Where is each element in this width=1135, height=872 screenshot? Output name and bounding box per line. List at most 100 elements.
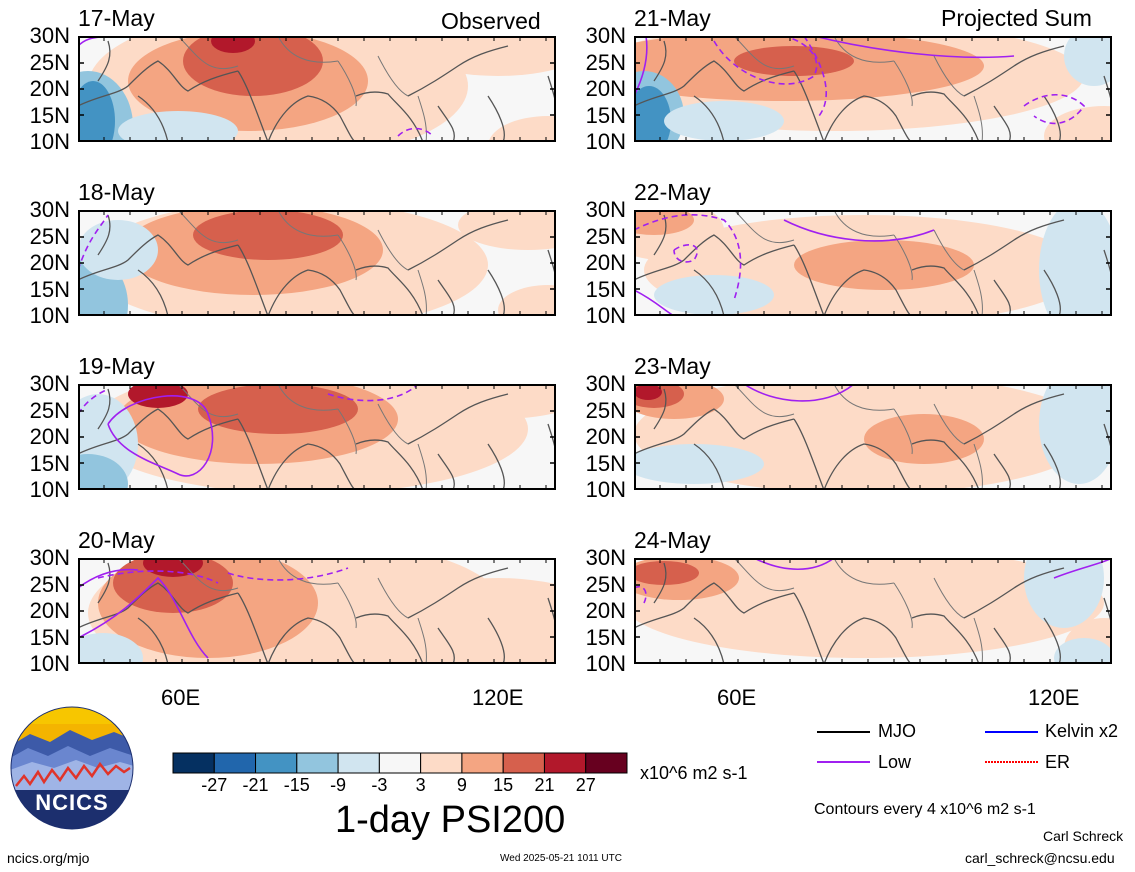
country-border bbox=[337, 234, 357, 281]
country-border bbox=[973, 617, 983, 664]
coastline bbox=[993, 453, 1011, 490]
coastline bbox=[963, 45, 1065, 97]
country-border bbox=[933, 229, 965, 271]
country-border bbox=[893, 582, 913, 629]
lat-label: 25N bbox=[585, 571, 626, 597]
shaded-anomaly bbox=[1024, 558, 1104, 628]
coastline bbox=[267, 617, 357, 664]
coastline bbox=[355, 613, 424, 664]
country-border bbox=[277, 210, 339, 237]
coastline bbox=[97, 388, 111, 430]
coastline bbox=[355, 265, 424, 316]
map-panel bbox=[634, 210, 1112, 316]
lat-label: 20N bbox=[29, 424, 70, 449]
coastline bbox=[793, 418, 825, 490]
coastline bbox=[237, 592, 269, 664]
country-border bbox=[377, 229, 409, 271]
coastline bbox=[407, 45, 509, 97]
panel-date-label: 21-May bbox=[634, 5, 711, 31]
coastline bbox=[437, 105, 455, 142]
lat-label: 30N bbox=[29, 197, 70, 222]
contour-line bbox=[803, 36, 827, 117]
legend-swatches-left bbox=[817, 731, 870, 763]
contour-line bbox=[813, 36, 1015, 59]
shaded-anomaly bbox=[128, 384, 188, 408]
lat-label: 15N bbox=[585, 450, 626, 476]
coastline bbox=[963, 393, 1065, 445]
legend-label-er: ER bbox=[1045, 752, 1071, 772]
observed-title: Observed bbox=[441, 8, 541, 34]
lat-label: 15N bbox=[29, 102, 70, 128]
contour-line bbox=[783, 219, 935, 242]
colorbar-swatch bbox=[255, 752, 298, 774]
footer-url[interactable]: ncics.org/mjo bbox=[7, 850, 90, 866]
shaded-anomaly bbox=[78, 81, 115, 142]
coastline bbox=[963, 567, 1065, 619]
shaded-anomaly bbox=[193, 210, 343, 260]
country-border bbox=[277, 384, 339, 411]
colorbar-tick-label: 3 bbox=[415, 775, 426, 795]
contour-line bbox=[753, 558, 835, 571]
shaded-anomaly bbox=[78, 220, 158, 280]
coastline bbox=[823, 269, 913, 316]
colorbar bbox=[172, 752, 628, 774]
shaded-anomaly bbox=[1039, 210, 1112, 316]
contour-line bbox=[673, 244, 698, 263]
country-border bbox=[177, 558, 239, 592]
lat-label: 10N bbox=[29, 477, 70, 502]
shaded-anomaly bbox=[488, 116, 556, 142]
shaded-anomaly bbox=[864, 414, 984, 464]
country-border bbox=[733, 210, 795, 244]
country-border bbox=[833, 558, 895, 585]
panel-date-label: 20-May bbox=[78, 527, 155, 553]
lat-label: 10N bbox=[585, 303, 626, 328]
coastline bbox=[137, 617, 169, 664]
country-border bbox=[337, 408, 357, 455]
lat-label: 25N bbox=[585, 49, 626, 75]
country-border bbox=[177, 384, 239, 418]
lat-label: 10N bbox=[29, 129, 70, 154]
shaded-anomaly bbox=[634, 444, 764, 484]
map-panel bbox=[634, 36, 1112, 142]
colorbar-swatch bbox=[296, 752, 339, 774]
country-border bbox=[833, 210, 895, 237]
coastline bbox=[97, 562, 111, 604]
contour-line bbox=[78, 568, 139, 589]
lat-label: 30N bbox=[29, 23, 70, 48]
legend-swatches-right bbox=[985, 731, 1038, 763]
coastline bbox=[963, 219, 1065, 271]
colorbar-units: x10^6 m2 s-1 bbox=[640, 763, 748, 783]
shaded-anomaly bbox=[734, 46, 854, 76]
lat-label: 25N bbox=[29, 571, 70, 597]
coastline bbox=[487, 95, 505, 142]
lat-label: 15N bbox=[585, 276, 626, 302]
contour-line bbox=[397, 127, 434, 137]
country-border bbox=[377, 403, 409, 445]
coastline bbox=[97, 40, 111, 82]
lat-label: 20N bbox=[29, 250, 70, 275]
colorbar-swatch bbox=[585, 752, 628, 774]
shaded-anomaly bbox=[1039, 384, 1112, 484]
panel-date-label: 17-May bbox=[78, 5, 155, 31]
coastline bbox=[267, 95, 357, 142]
lat-label: 20N bbox=[585, 76, 626, 101]
colorbar-tick-label: 9 bbox=[456, 775, 467, 795]
coastline bbox=[693, 95, 725, 142]
footer-email[interactable]: carl_schreck@ncsu.edu bbox=[965, 850, 1115, 866]
contour-line bbox=[634, 585, 647, 604]
coastline bbox=[911, 439, 980, 490]
colorbar-swatch bbox=[420, 752, 463, 774]
coastline bbox=[693, 269, 725, 316]
coastline bbox=[634, 408, 795, 455]
shaded-anomaly bbox=[1054, 638, 1112, 664]
shaded-anomaly bbox=[664, 101, 784, 141]
country-border bbox=[337, 582, 357, 629]
country-border bbox=[973, 443, 983, 490]
shaded-anomaly bbox=[1064, 36, 1112, 86]
coastline bbox=[634, 582, 795, 629]
lat-label: 15N bbox=[29, 624, 70, 650]
shaded-anomaly bbox=[78, 454, 128, 490]
shaded-anomaly bbox=[78, 633, 143, 664]
shaded-anomaly bbox=[498, 285, 556, 316]
coastline bbox=[267, 269, 357, 316]
